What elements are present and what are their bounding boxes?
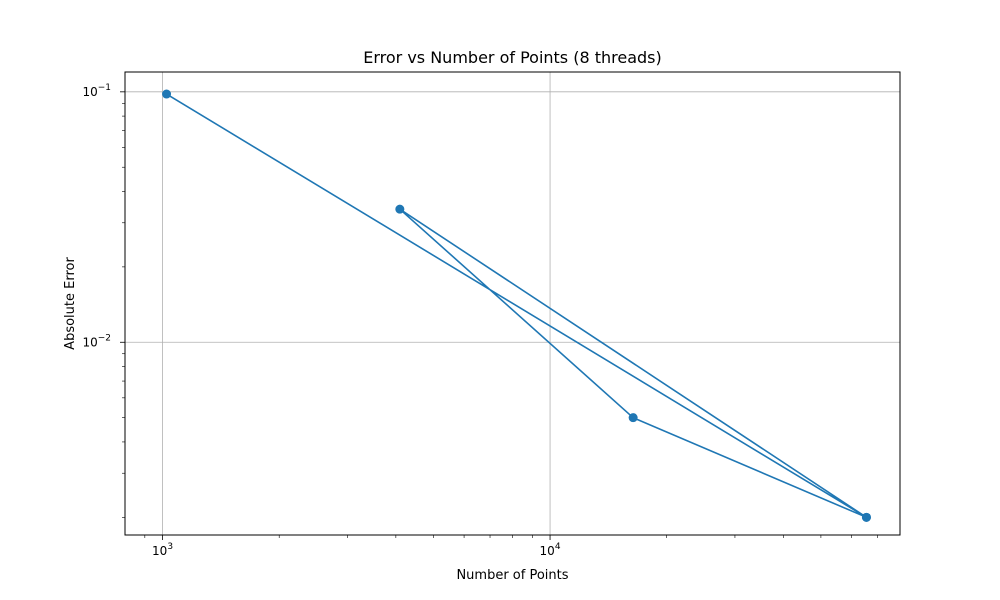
y-tick-label: 10−1 [82, 83, 111, 99]
series-layer [162, 89, 871, 522]
data-point [628, 413, 638, 423]
y-tick-label: 10−2 [82, 333, 111, 349]
data-point [861, 512, 871, 522]
chart-title: Error vs Number of Points (8 threads) [363, 48, 662, 67]
major-ticks: 103 104 10−1 10−2 [82, 83, 560, 558]
x-tick-label: 104 [540, 542, 561, 558]
grid [125, 72, 900, 535]
series-line [166, 93, 868, 519]
x-tick-label: 103 [152, 542, 173, 558]
plot-frame [124, 71, 901, 536]
data-point [395, 204, 405, 214]
x-axis-label: Number of Points [456, 568, 568, 583]
data-point [162, 89, 172, 99]
y-axis-label: Absolute Error [63, 257, 78, 350]
